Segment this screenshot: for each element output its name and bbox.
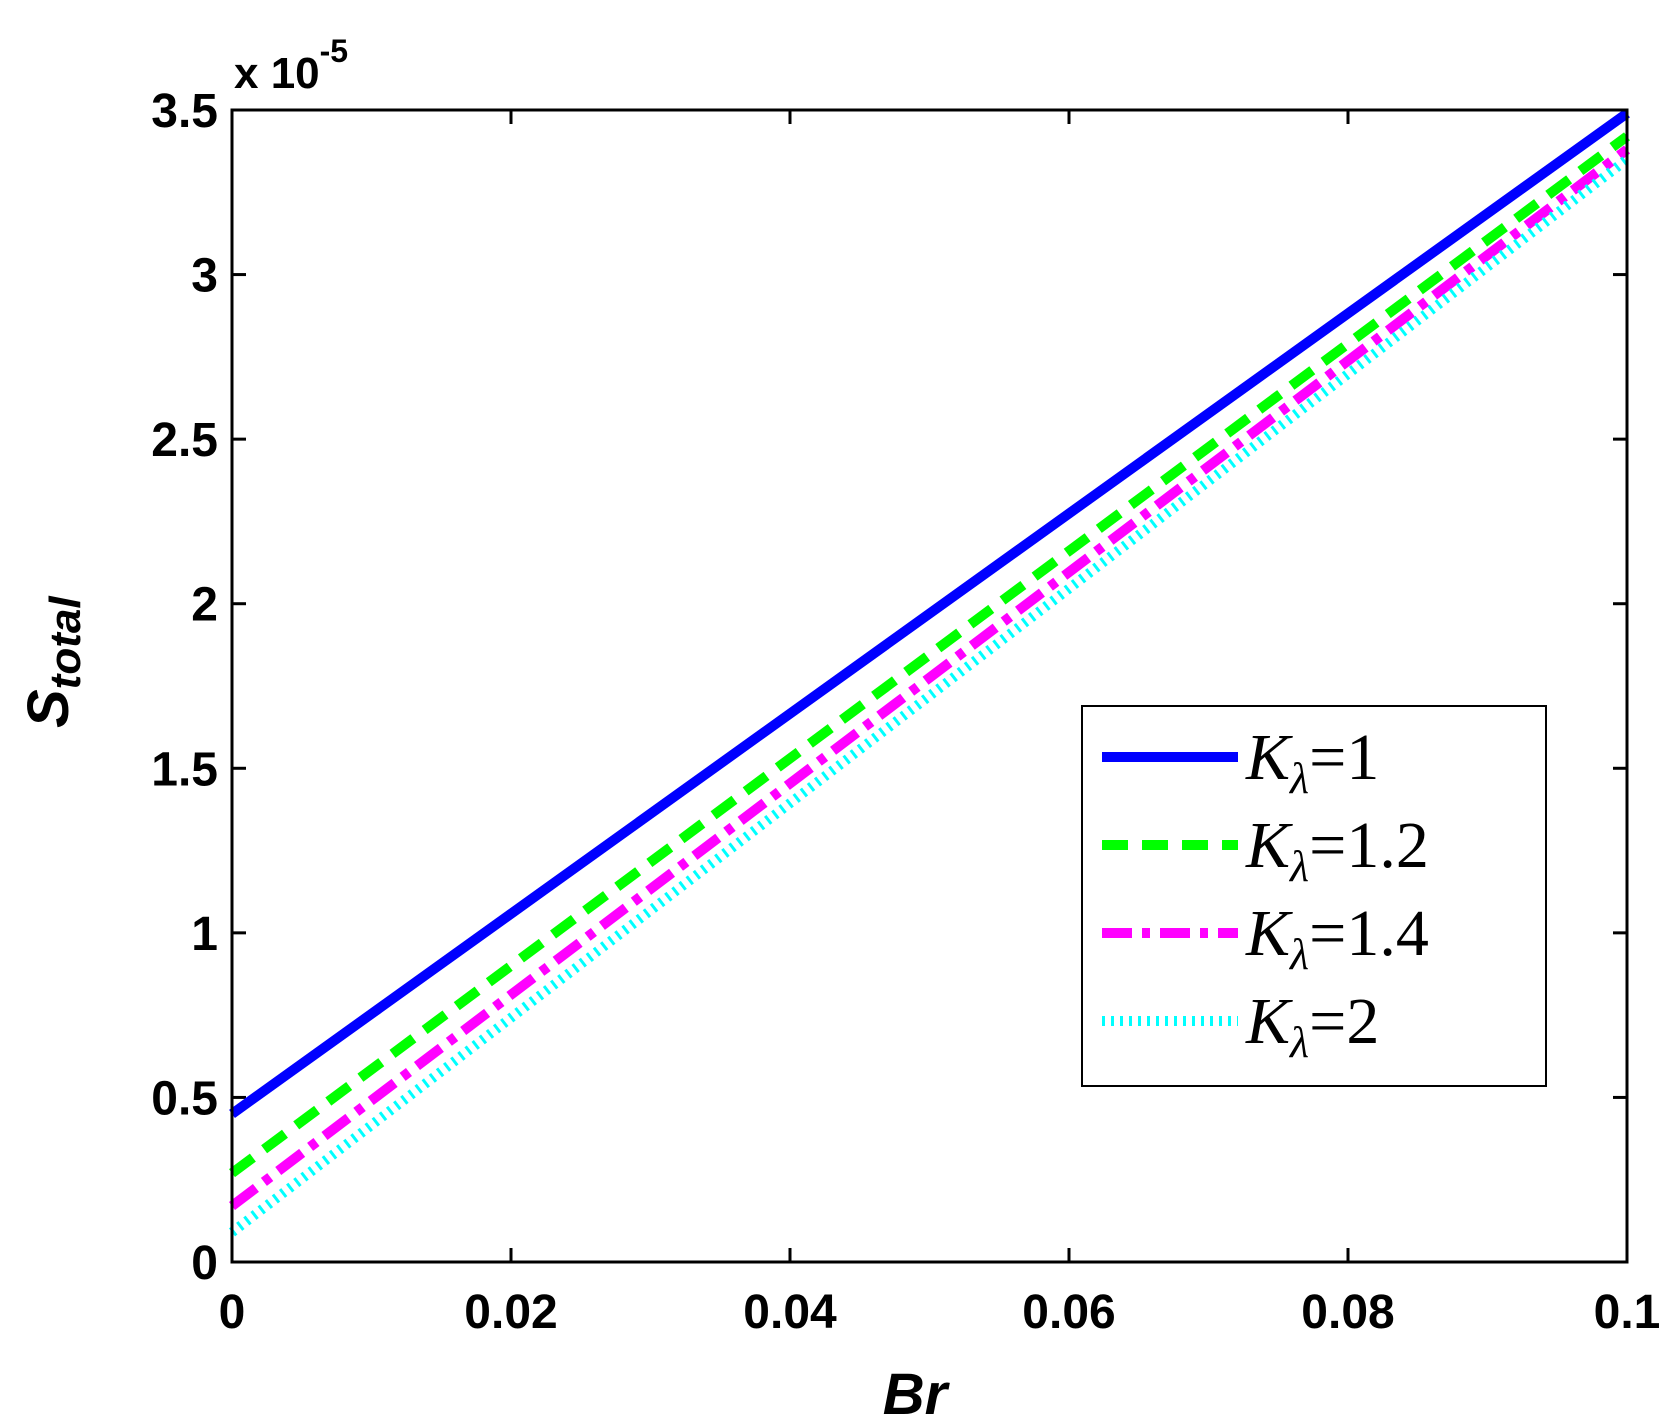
series-group xyxy=(228,109,1631,1237)
series-line-3 xyxy=(228,145,1631,1211)
plot-frame xyxy=(230,108,1629,1264)
series-line-2 xyxy=(229,132,1630,1178)
series-line-1 xyxy=(229,109,1630,1118)
legend-label-4: Kλ=2 xyxy=(1245,985,1379,1067)
x-tick-label: 0.06 xyxy=(1022,1286,1115,1339)
y-tick-label: 2 xyxy=(191,579,218,632)
y-tick-label: 1.5 xyxy=(151,743,218,796)
x-tick-label: 0.1 xyxy=(1594,1286,1661,1339)
legend-box xyxy=(1081,705,1547,1087)
y-tick-label: 0 xyxy=(191,1237,218,1290)
x-axis-title: Br xyxy=(883,1362,951,1425)
y-tick-label: 3.5 xyxy=(151,85,218,138)
x-tick-label: 0.02 xyxy=(464,1286,557,1339)
y-tick-label: 0.5 xyxy=(151,1072,218,1125)
legend-label-1: Kλ=1 xyxy=(1245,721,1379,803)
y-multiplier: x 10-5 xyxy=(234,33,348,98)
legend: Kλ=1Kλ=1.2Kλ=1.4Kλ=2 xyxy=(1081,705,1547,1087)
legend-label-2: Kλ=1.2 xyxy=(1245,809,1429,891)
y-axis-title: Stotal xyxy=(16,596,90,728)
y-tick-label: 2.5 xyxy=(151,414,218,467)
x-tick-label: 0 xyxy=(219,1286,246,1339)
x-tick-label: 0.08 xyxy=(1301,1286,1394,1339)
y-tick-label: 1 xyxy=(191,908,218,961)
tick-labels: 0 0.02 0.04 0.06 0.08 0.1 0 0.5 1 1.5 2 2.5 3 3.5 xyxy=(151,85,1660,1339)
y-tick-label: 3 xyxy=(191,250,218,303)
x-tick-label: 0.04 xyxy=(743,1286,837,1339)
legend-label-3: Kλ=1.4 xyxy=(1245,897,1429,979)
